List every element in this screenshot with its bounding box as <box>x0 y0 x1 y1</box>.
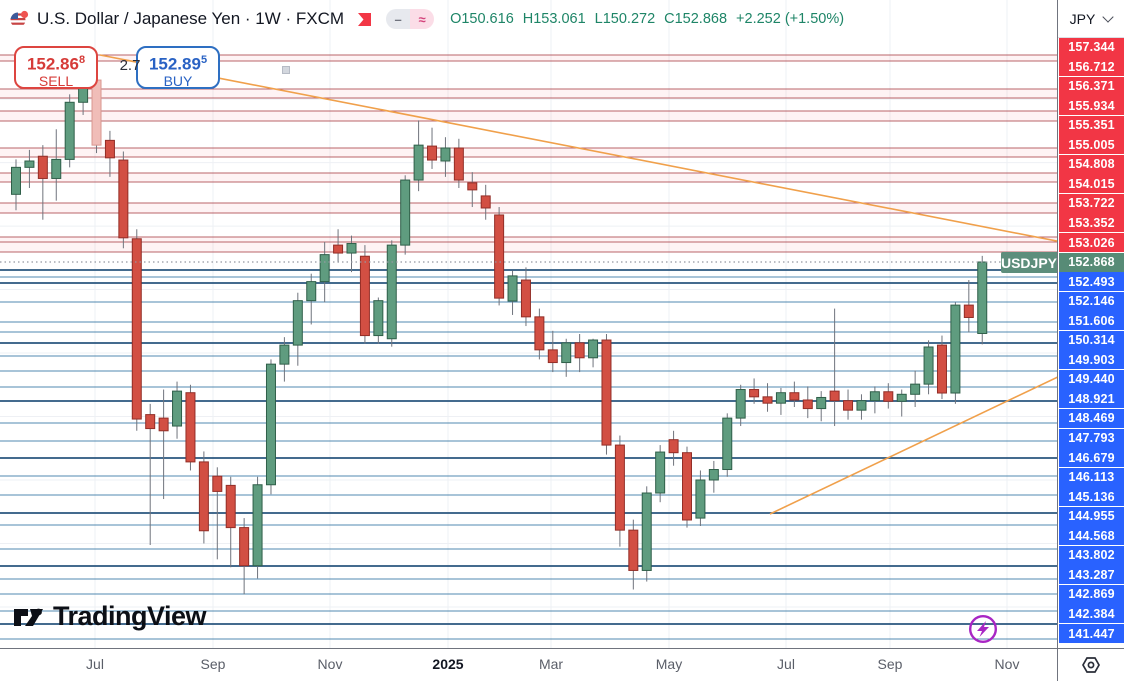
chevron-down-icon <box>1102 10 1115 23</box>
flash-icon[interactable] <box>966 612 1000 651</box>
buy-button[interactable]: 152.895 BUY <box>136 46 220 89</box>
price-scale[interactable]: JPY 157.344 156.712 156.371 155.934 155.351 1… <box>1057 0 1124 648</box>
price-label: 142.384 <box>1059 604 1124 624</box>
price-label: 153.352 <box>1059 213 1124 233</box>
settings-gear-icon <box>1082 657 1100 673</box>
price-label: 149.903 <box>1059 350 1124 370</box>
price-label: 147.793 <box>1059 428 1124 448</box>
time-axis-label: Nov <box>994 656 1020 672</box>
tradingview-watermark: TradingView <box>12 601 207 632</box>
ohlc-token: C152.868 <box>664 11 728 27</box>
time-axis-label: Jul <box>86 656 104 672</box>
flag-icon[interactable] <box>356 12 372 27</box>
price-label: 148.469 <box>1059 408 1124 428</box>
price-label: 156.371 <box>1059 76 1124 96</box>
price-label: 141.447 <box>1059 624 1124 643</box>
trade-panel: 152.868 SELL 2.7 152.895 BUY <box>14 46 220 89</box>
chart-legend: U.S. Dollar / Japanese Yen · 1W · FXCM –… <box>10 9 844 29</box>
price-label: 142.869 <box>1059 584 1124 604</box>
currency-dropdown[interactable]: JPY <box>1058 0 1124 38</box>
spread-handle[interactable] <box>282 66 290 74</box>
time-axis-label: Sep <box>877 656 903 672</box>
price-label: 151.606 <box>1059 311 1124 331</box>
time-axis-label: Mar <box>538 656 564 672</box>
buy-label: BUY <box>163 72 193 89</box>
us-flag-icon <box>10 10 29 29</box>
buy-price: 152.895 <box>148 54 208 74</box>
price-label: 144.955 <box>1059 506 1124 526</box>
time-axis[interactable]: Jul Sep Nov 2025 Mar May Jul Sep Nov <box>0 648 1057 681</box>
chart-canvas[interactable]: U.S. Dollar / Japanese Yen · 1W · FXCM –… <box>0 0 1057 648</box>
price-label: 150.314 <box>1059 330 1124 350</box>
ohlc-token: H153.061 <box>522 11 586 27</box>
price-label: 156.712 <box>1059 57 1124 77</box>
price-label: 154.808 <box>1059 154 1124 174</box>
price-label: 144.568 <box>1059 526 1124 546</box>
price-label: 152.493 <box>1059 272 1124 292</box>
price-label: 155.005 <box>1059 135 1124 155</box>
price-label: 152.868 <box>1059 252 1124 272</box>
time-axis-label: Sep <box>200 656 226 672</box>
symbol-title: U.S. Dollar / Japanese Yen · 1W · FXCM <box>37 9 345 28</box>
price-label: 155.934 <box>1059 96 1124 116</box>
scale-settings-button[interactable] <box>1057 648 1124 681</box>
symbol-price-tag: USDJPY <box>1001 252 1057 273</box>
price-label: 157.344 <box>1059 37 1124 57</box>
approx-toggle-icon[interactable]: ≈ <box>410 9 435 29</box>
spread-value: 2.7 <box>119 57 141 74</box>
time-axis-label: Nov <box>317 656 343 672</box>
tradingview-logo <box>14 608 43 626</box>
sell-label: SELL <box>38 72 74 89</box>
ohlc-token: L150.272 <box>594 11 656 27</box>
price-label: 155.351 <box>1059 115 1124 135</box>
time-axis-label: 2025 <box>432 656 464 672</box>
time-axis-label: May <box>655 656 683 672</box>
price-label: 153.026 <box>1059 233 1124 252</box>
legend-toggles: – ≈ <box>386 9 435 29</box>
price-label: 149.440 <box>1059 369 1124 389</box>
ohlc-token: +2.252 (+1.50%) <box>736 11 845 27</box>
watermark-text: TradingView <box>53 601 207 631</box>
ohlc-token: O150.616 <box>450 11 514 27</box>
price-label: 154.015 <box>1059 174 1124 194</box>
sell-button[interactable]: 152.868 SELL <box>14 46 98 89</box>
time-axis-label: Jul <box>777 656 795 672</box>
price-label: 152.146 <box>1059 291 1124 311</box>
ohlc-readout: O150.616 H153.061 L150.272 C152.868 +2.252 (… <box>450 11 844 27</box>
price-label: 145.136 <box>1059 487 1124 507</box>
price-label: 143.287 <box>1059 565 1124 585</box>
notification-dot <box>20 10 29 18</box>
sell-price: 152.868 <box>26 54 86 74</box>
price-label: 146.113 <box>1059 467 1124 487</box>
currency-label: JPY <box>1069 10 1096 27</box>
price-label: 146.679 <box>1059 448 1124 468</box>
price-label: 148.921 <box>1059 389 1124 409</box>
price-label: 143.802 <box>1059 545 1124 565</box>
candlestick-chart <box>0 0 1057 648</box>
price-label: 153.722 <box>1059 193 1124 213</box>
minus-toggle-icon[interactable]: – <box>386 9 411 29</box>
